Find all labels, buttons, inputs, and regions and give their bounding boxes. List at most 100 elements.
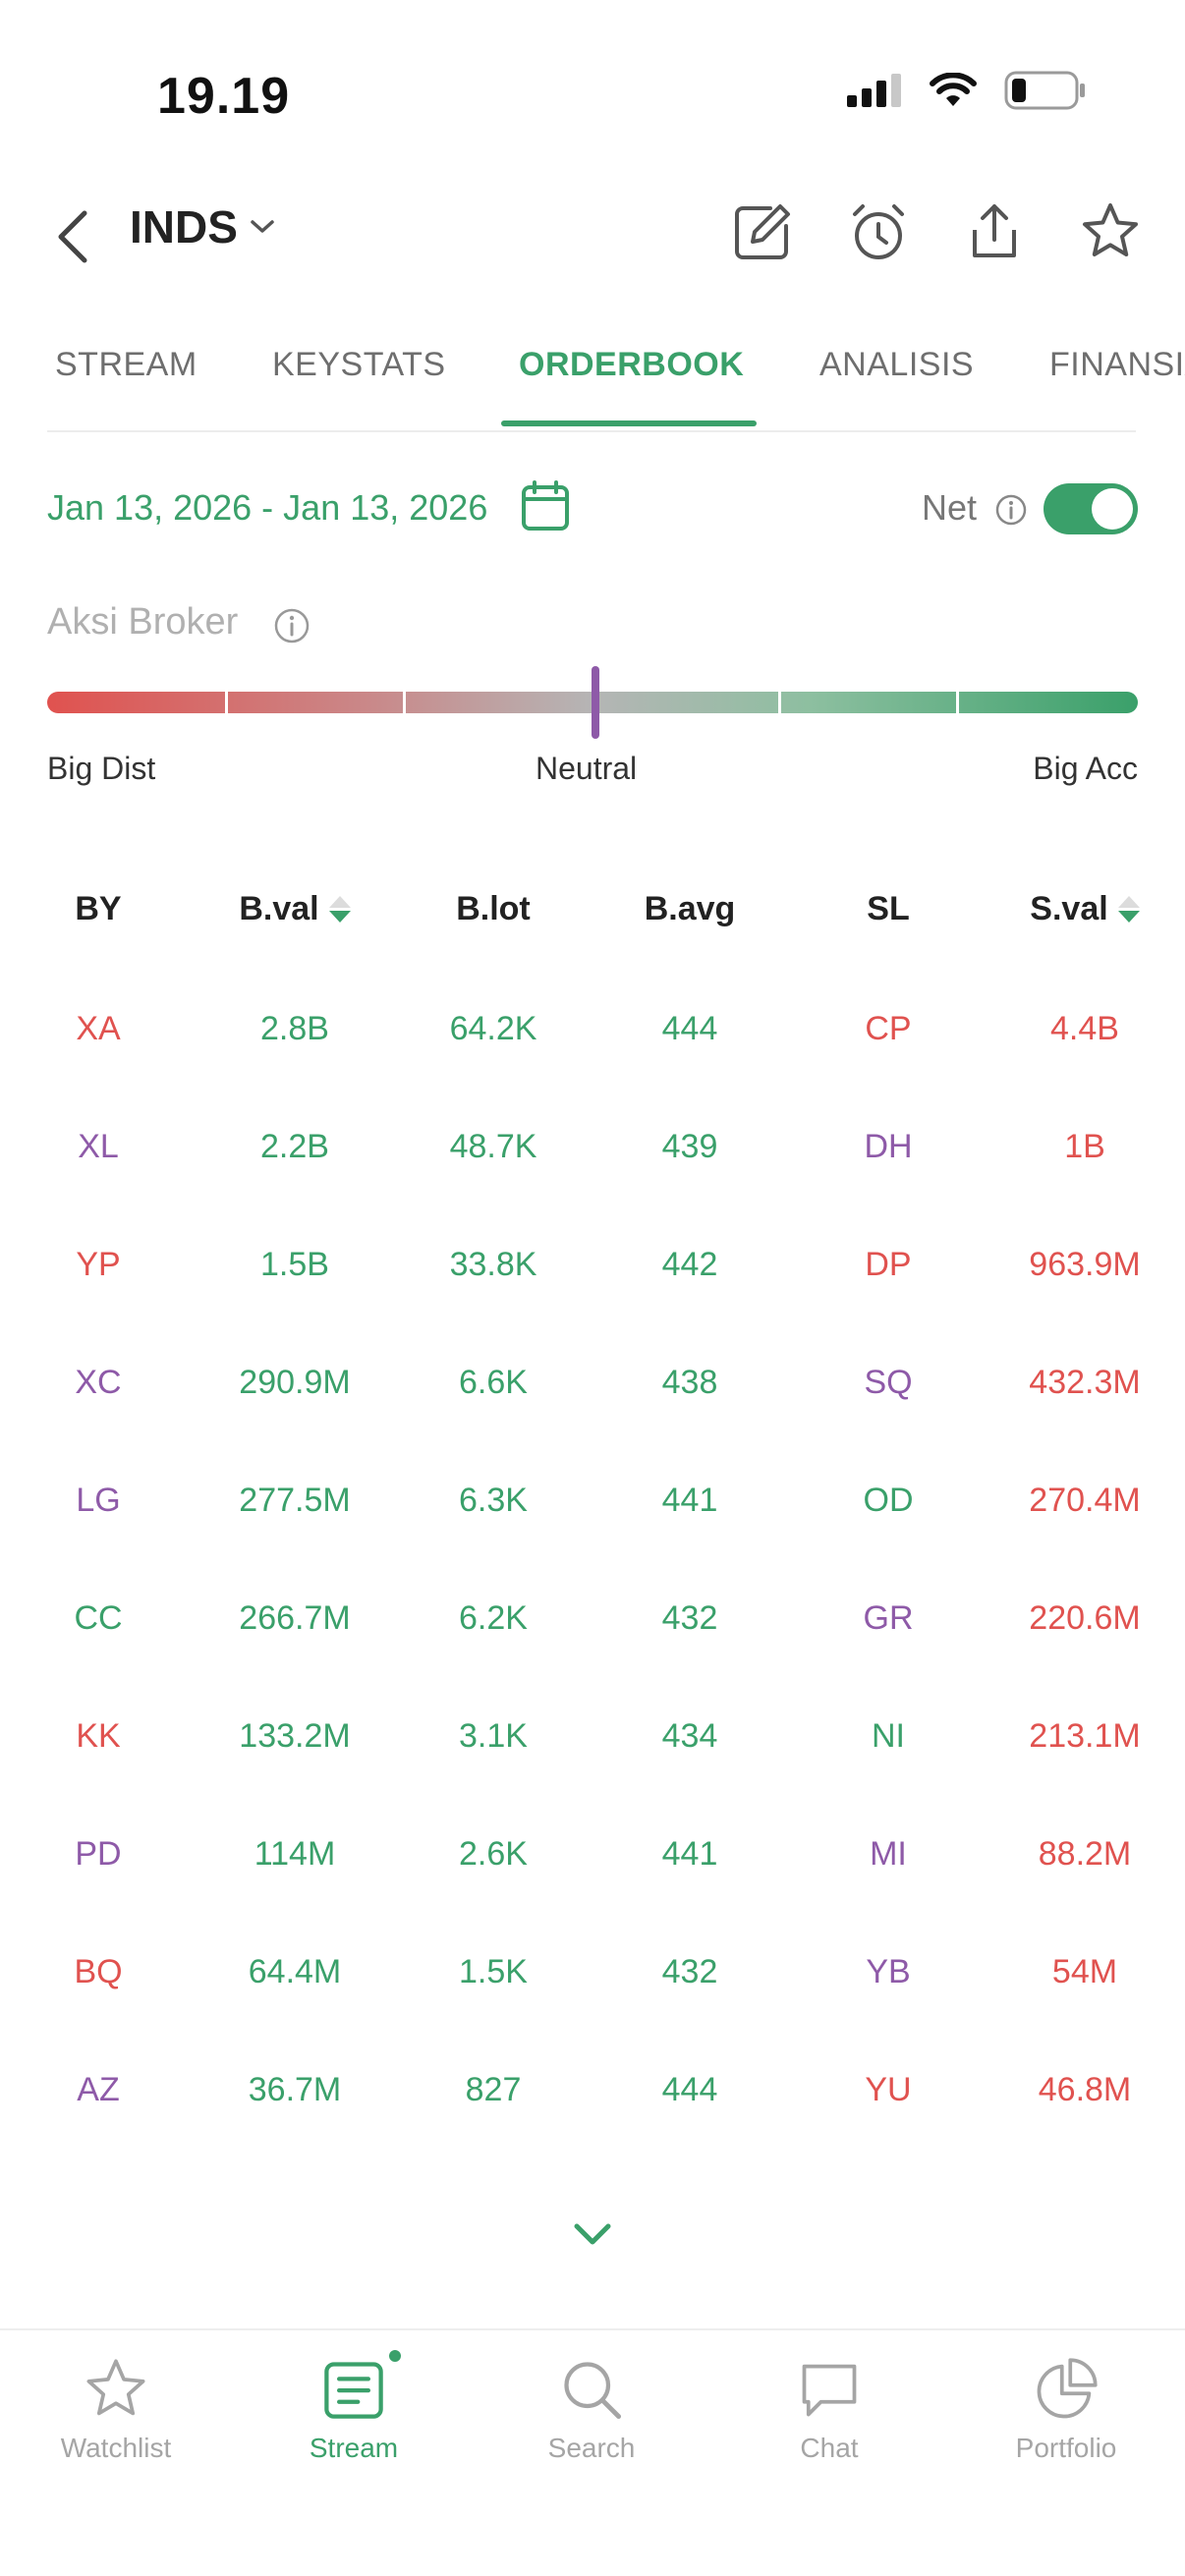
- nav-stream[interactable]: Stream: [255, 2356, 452, 2464]
- table-row[interactable]: CC 266.7M 6.2K 432 GR 220.6M: [0, 1562, 1185, 1680]
- tab-finansial[interactable]: FINANSIAL: [1049, 346, 1185, 383]
- table-row[interactable]: PD 114M 2.6K 441 MI 88.2M: [0, 1798, 1185, 1916]
- ticker-selector[interactable]: INDS: [130, 200, 275, 253]
- nav-label: Portfolio: [1015, 2433, 1117, 2463]
- sell-value: 963.9M: [1029, 1246, 1141, 1283]
- nav-label: Search: [547, 2433, 636, 2463]
- sell-value: 270.4M: [1029, 1482, 1141, 1519]
- favorite-button[interactable]: [1079, 200, 1142, 263]
- expand-button[interactable]: [573, 2222, 612, 2251]
- sell-value: 220.6M: [1029, 1599, 1141, 1637]
- seller-code[interactable]: DH: [864, 1128, 913, 1165]
- edit-button[interactable]: [731, 200, 794, 263]
- wifi-icon: [930, 73, 977, 106]
- nav-watchlist[interactable]: Watchlist: [18, 2356, 214, 2464]
- status-icons: [847, 71, 1087, 110]
- buyer-code[interactable]: YP: [76, 1246, 121, 1283]
- buy-value: 2.2B: [260, 1128, 329, 1165]
- alarm-button[interactable]: [847, 200, 910, 263]
- table-row[interactable]: AZ 36.7M 827 444 YU 46.8M: [0, 2034, 1185, 2152]
- tab-analisis[interactable]: ANALISIS: [819, 346, 975, 383]
- share-button[interactable]: [963, 200, 1026, 263]
- gauge-label-left: Big Dist: [47, 751, 156, 786]
- gauge-divider: [956, 692, 959, 713]
- nav-label: Chat: [800, 2433, 859, 2463]
- net-toggle[interactable]: [1044, 483, 1138, 534]
- buy-average: 439: [661, 1128, 718, 1165]
- buyer-code[interactable]: XC: [75, 1364, 122, 1401]
- buy-value: 266.7M: [239, 1599, 351, 1637]
- seller-code[interactable]: CP: [865, 1010, 912, 1047]
- header-bavg[interactable]: B.avg: [644, 890, 736, 927]
- buyer-code[interactable]: XA: [76, 1010, 121, 1047]
- bottom-nav: Watchlist Stream Search Chat Portfolio: [0, 2328, 1185, 2576]
- nav-portfolio[interactable]: Portfolio: [968, 2356, 1164, 2464]
- seller-code[interactable]: SQ: [864, 1364, 913, 1401]
- buyer-code[interactable]: BQ: [74, 1953, 123, 1990]
- tabs-divider: [47, 430, 1136, 432]
- nav-chat[interactable]: Chat: [731, 2356, 928, 2464]
- seller-code[interactable]: YB: [866, 1953, 911, 1990]
- gauge-marker: [592, 666, 599, 739]
- calendar-button[interactable]: [521, 479, 570, 537]
- buyer-code[interactable]: KK: [76, 1717, 121, 1755]
- sell-value: 432.3M: [1029, 1364, 1141, 1401]
- buy-lot: 6.3K: [459, 1482, 528, 1519]
- nav-label: Watchlist: [60, 2433, 172, 2463]
- header-sl[interactable]: SL: [867, 890, 910, 927]
- aksi-info-button[interactable]: [273, 607, 310, 649]
- back-button[interactable]: [55, 202, 110, 271]
- nav-search[interactable]: Search: [493, 2356, 690, 2464]
- seller-code[interactable]: NI: [872, 1717, 905, 1755]
- header-bval[interactable]: B.val: [197, 890, 393, 928]
- info-icon: [274, 608, 310, 644]
- seller-code[interactable]: OD: [863, 1482, 914, 1519]
- star-icon: [1083, 203, 1138, 256]
- buy-average: 444: [661, 1010, 718, 1047]
- buyer-code[interactable]: PD: [75, 1835, 122, 1873]
- header-by[interactable]: BY: [75, 890, 122, 927]
- buy-value: 114M: [254, 1835, 336, 1873]
- tab-bar: STREAM KEYSTATS ORDERBOOK ANALISIS FINAN…: [0, 324, 1185, 432]
- buy-lot: 33.8K: [449, 1246, 537, 1283]
- buy-lot: 64.2K: [449, 1010, 537, 1047]
- notification-dot: [389, 2350, 401, 2362]
- table-row[interactable]: XA 2.8B 64.2K 444 CP 4.4B: [0, 973, 1185, 1091]
- buyer-code[interactable]: LG: [76, 1482, 121, 1519]
- buy-lot: 827: [465, 2071, 522, 2108]
- edit-icon: [735, 204, 790, 259]
- seller-code[interactable]: GR: [863, 1599, 914, 1637]
- chevron-left-icon: [58, 210, 87, 263]
- tab-orderbook[interactable]: ORDERBOOK: [519, 346, 745, 383]
- buyer-code[interactable]: AZ: [77, 2071, 120, 2108]
- chevron-down-icon: [251, 220, 274, 233]
- date-range[interactable]: Jan 13, 2026 - Jan 13, 2026: [47, 487, 488, 528]
- buyer-code[interactable]: XL: [78, 1128, 119, 1165]
- signal-icon: [847, 74, 901, 107]
- seller-code[interactable]: DP: [865, 1246, 912, 1283]
- tab-stream[interactable]: STREAM: [55, 346, 198, 383]
- buy-value: 64.4M: [248, 1953, 342, 1990]
- table-row[interactable]: KK 133.2M 3.1K 434 NI 213.1M: [0, 1680, 1185, 1798]
- buy-value: 36.7M: [248, 2071, 342, 2108]
- header: INDS: [0, 187, 1185, 275]
- header-blot[interactable]: B.lot: [456, 890, 531, 927]
- tab-keystats[interactable]: KEYSTATS: [272, 346, 446, 383]
- buy-value: 290.9M: [239, 1364, 351, 1401]
- buy-average: 432: [661, 1953, 718, 1990]
- table-row[interactable]: XC 290.9M 6.6K 438 SQ 432.3M: [0, 1326, 1185, 1444]
- table-row[interactable]: LG 277.5M 6.3K 441 OD 270.4M: [0, 1444, 1185, 1562]
- table-row[interactable]: YP 1.5B 33.8K 442 DP 963.9M: [0, 1208, 1185, 1326]
- table-row[interactable]: XL 2.2B 48.7K 439 DH 1B: [0, 1091, 1185, 1208]
- seller-code[interactable]: YU: [865, 2071, 912, 2108]
- buy-average: 444: [661, 2071, 718, 2108]
- net-info-button[interactable]: [994, 493, 1028, 532]
- seller-code[interactable]: MI: [870, 1835, 907, 1873]
- nav-label: Stream: [309, 2433, 399, 2463]
- buyer-code[interactable]: CC: [74, 1599, 123, 1637]
- aksi-broker-label: Aksi Broker: [47, 601, 239, 643]
- header-sval[interactable]: S.val: [987, 890, 1183, 928]
- buy-value: 1.5B: [260, 1246, 329, 1283]
- table-row[interactable]: BQ 64.4M 1.5K 432 YB 54M: [0, 1916, 1185, 2034]
- chevron-down-icon: [574, 2223, 611, 2245]
